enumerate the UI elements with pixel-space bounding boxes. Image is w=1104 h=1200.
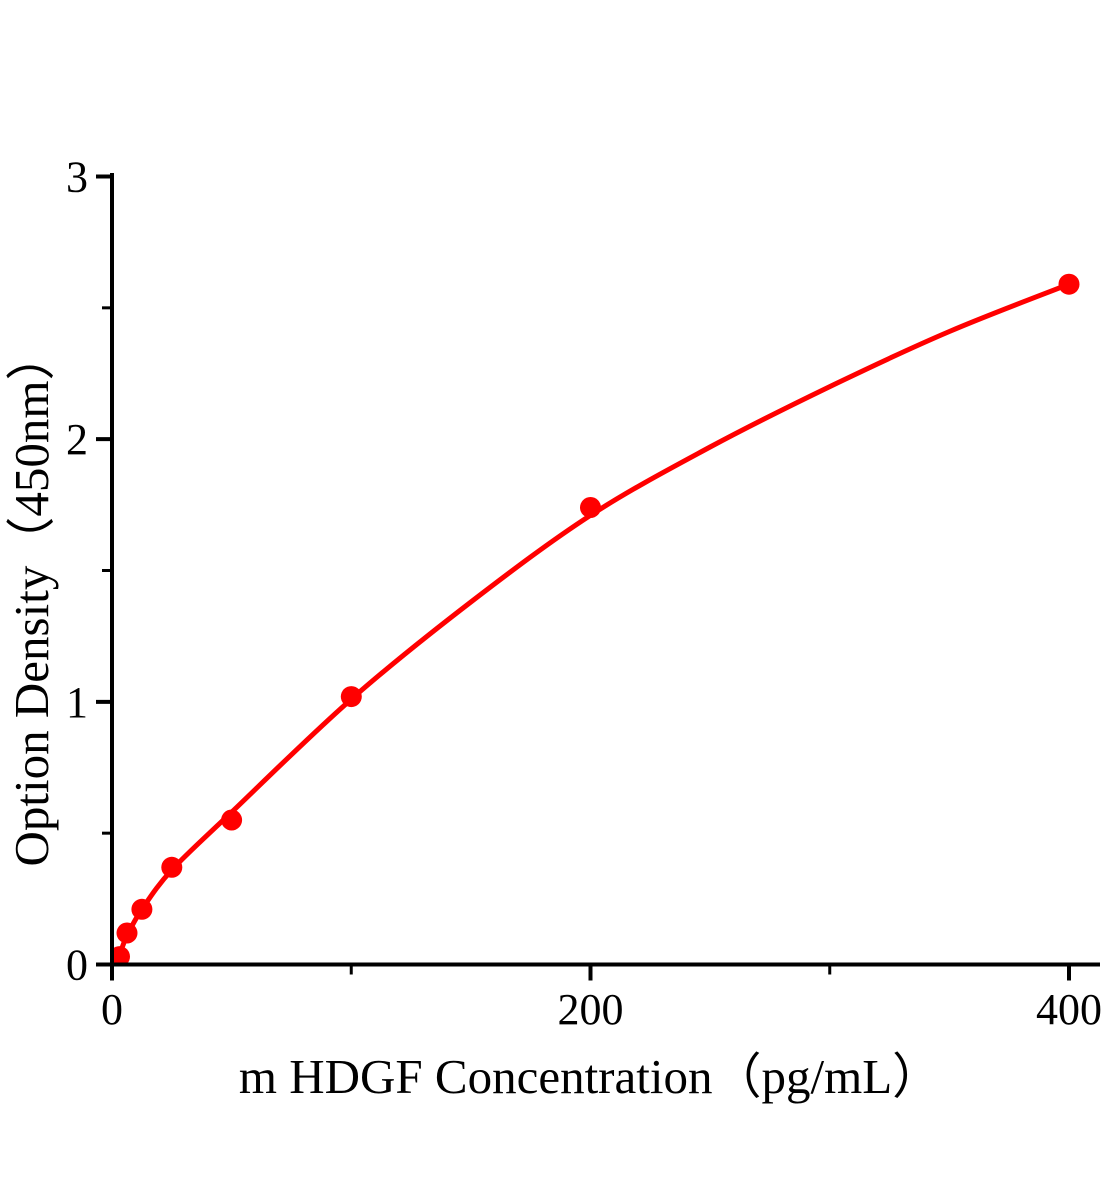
y-axis-ticks: 0 1 2 3	[66, 153, 114, 990]
data-point	[116, 922, 138, 944]
fit-curve	[110, 281, 1072, 967]
y-tick-label: 1	[66, 678, 88, 727]
axis-spine	[110, 173, 1100, 967]
data-point	[110, 946, 130, 967]
data-points-layer	[110, 273, 1080, 967]
x-tick-label: 200	[558, 985, 624, 1034]
data-point	[1058, 273, 1080, 295]
x-axis-title: m HDGF Concentration（pg/mL）	[239, 1049, 941, 1104]
data-point	[580, 497, 601, 518]
x-tick-label: 0	[101, 985, 123, 1034]
y-axis-title: Option Density（450nm）	[4, 332, 59, 867]
fit-curve-layer	[110, 281, 1072, 967]
y-tick-label: 2	[66, 415, 88, 464]
data-point	[340, 686, 362, 708]
data-point	[221, 809, 243, 831]
axes-layer: 0 200 400 0 1 2 3	[66, 153, 1102, 1035]
y-tick-label: 3	[66, 153, 88, 202]
data-point	[131, 898, 153, 920]
x-axis-ticks: 0 200 400	[101, 962, 1102, 1034]
x-tick-label: 400	[1036, 985, 1102, 1034]
data-point	[161, 856, 183, 878]
y-tick-label: 0	[66, 941, 88, 990]
